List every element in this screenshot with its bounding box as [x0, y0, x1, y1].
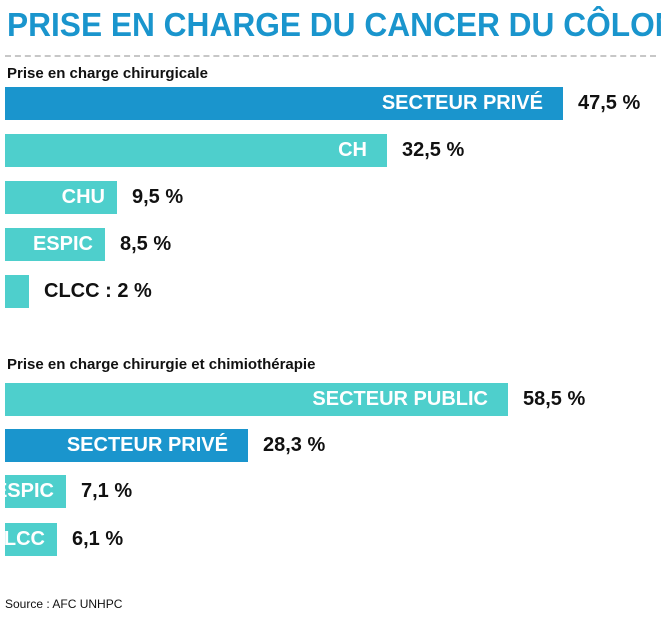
bar-2-1: SECTEUR PUBLIC [5, 383, 508, 416]
bar-2-2: SECTEUR PRIVÉ [5, 429, 248, 462]
bar-label: ESPIC [32, 233, 93, 255]
bar-2-3: ESPIC [0, 475, 66, 508]
title-divider [5, 55, 656, 57]
bar-1-4: ESPIC [5, 228, 105, 261]
bar-value-label: 9,5 % [132, 186, 184, 208]
bar-label: ESPIC [0, 480, 54, 502]
bar-1-1: SECTEUR PRIVÉ [5, 87, 563, 120]
bar-label: CHU [61, 186, 105, 208]
bar-label: CH [338, 139, 367, 161]
chart-1-title: Prise en charge chirurgicale [7, 65, 208, 82]
bar-value-label: 7,1 % [81, 480, 133, 502]
chart-2-title: Prise en charge chirurgie et chimiothéra… [7, 356, 316, 373]
page-title: PRISE EN CHARGE DU CANCER DU CÔLON [7, 6, 661, 43]
bar-1-3: CHU [5, 181, 117, 214]
bar-value-label: 8,5 % [120, 233, 172, 255]
bar-label: SECTEUR PRIVÉ [66, 434, 228, 456]
bar-value-label: 47,5 % [578, 92, 641, 114]
bar-1-2: CH [5, 134, 387, 167]
bar-value-label: 6,1 % [72, 528, 124, 550]
bar-value-label: 58,5 % [523, 388, 586, 410]
bar-1-5 [5, 275, 29, 308]
bar-value-label: 28,3 % [263, 434, 326, 456]
bar-label: SECTEUR PUBLIC [312, 388, 488, 410]
source-note: Source : AFC UNHPC [5, 597, 123, 611]
bar-value-label: 32,5 % [402, 139, 465, 161]
bar-label: SECTEUR PRIVÉ [381, 92, 543, 114]
bar-label: CLCC [0, 528, 45, 550]
bar-value-label: CLCC : 2 % [44, 280, 152, 302]
bar-2-4: CLCC [0, 523, 57, 556]
